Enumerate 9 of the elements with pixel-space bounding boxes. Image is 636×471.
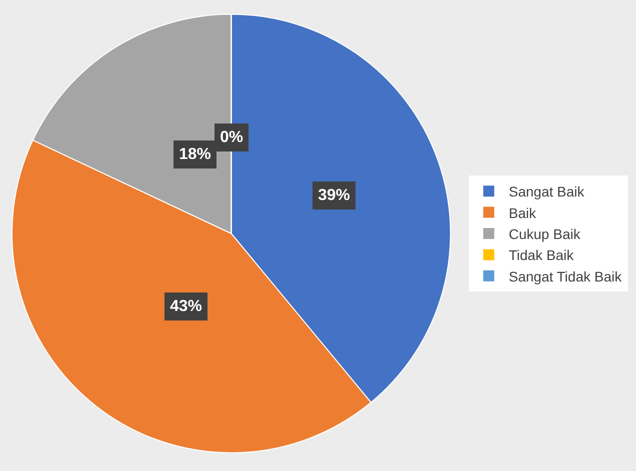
legend-label: Sangat Tidak Baik <box>508 268 623 284</box>
data-label: 43% <box>170 298 202 315</box>
text: 0% <box>220 129 244 146</box>
data-label: 18% <box>179 146 212 163</box>
legend-label: Tidak Baik <box>508 247 575 264</box>
legend-label: Sangat Baik <box>508 184 586 200</box>
data-label: 39% <box>318 187 350 204</box>
legend-label: Baik <box>508 204 537 221</box>
legend-label: Cukup Baik <box>508 226 582 242</box>
